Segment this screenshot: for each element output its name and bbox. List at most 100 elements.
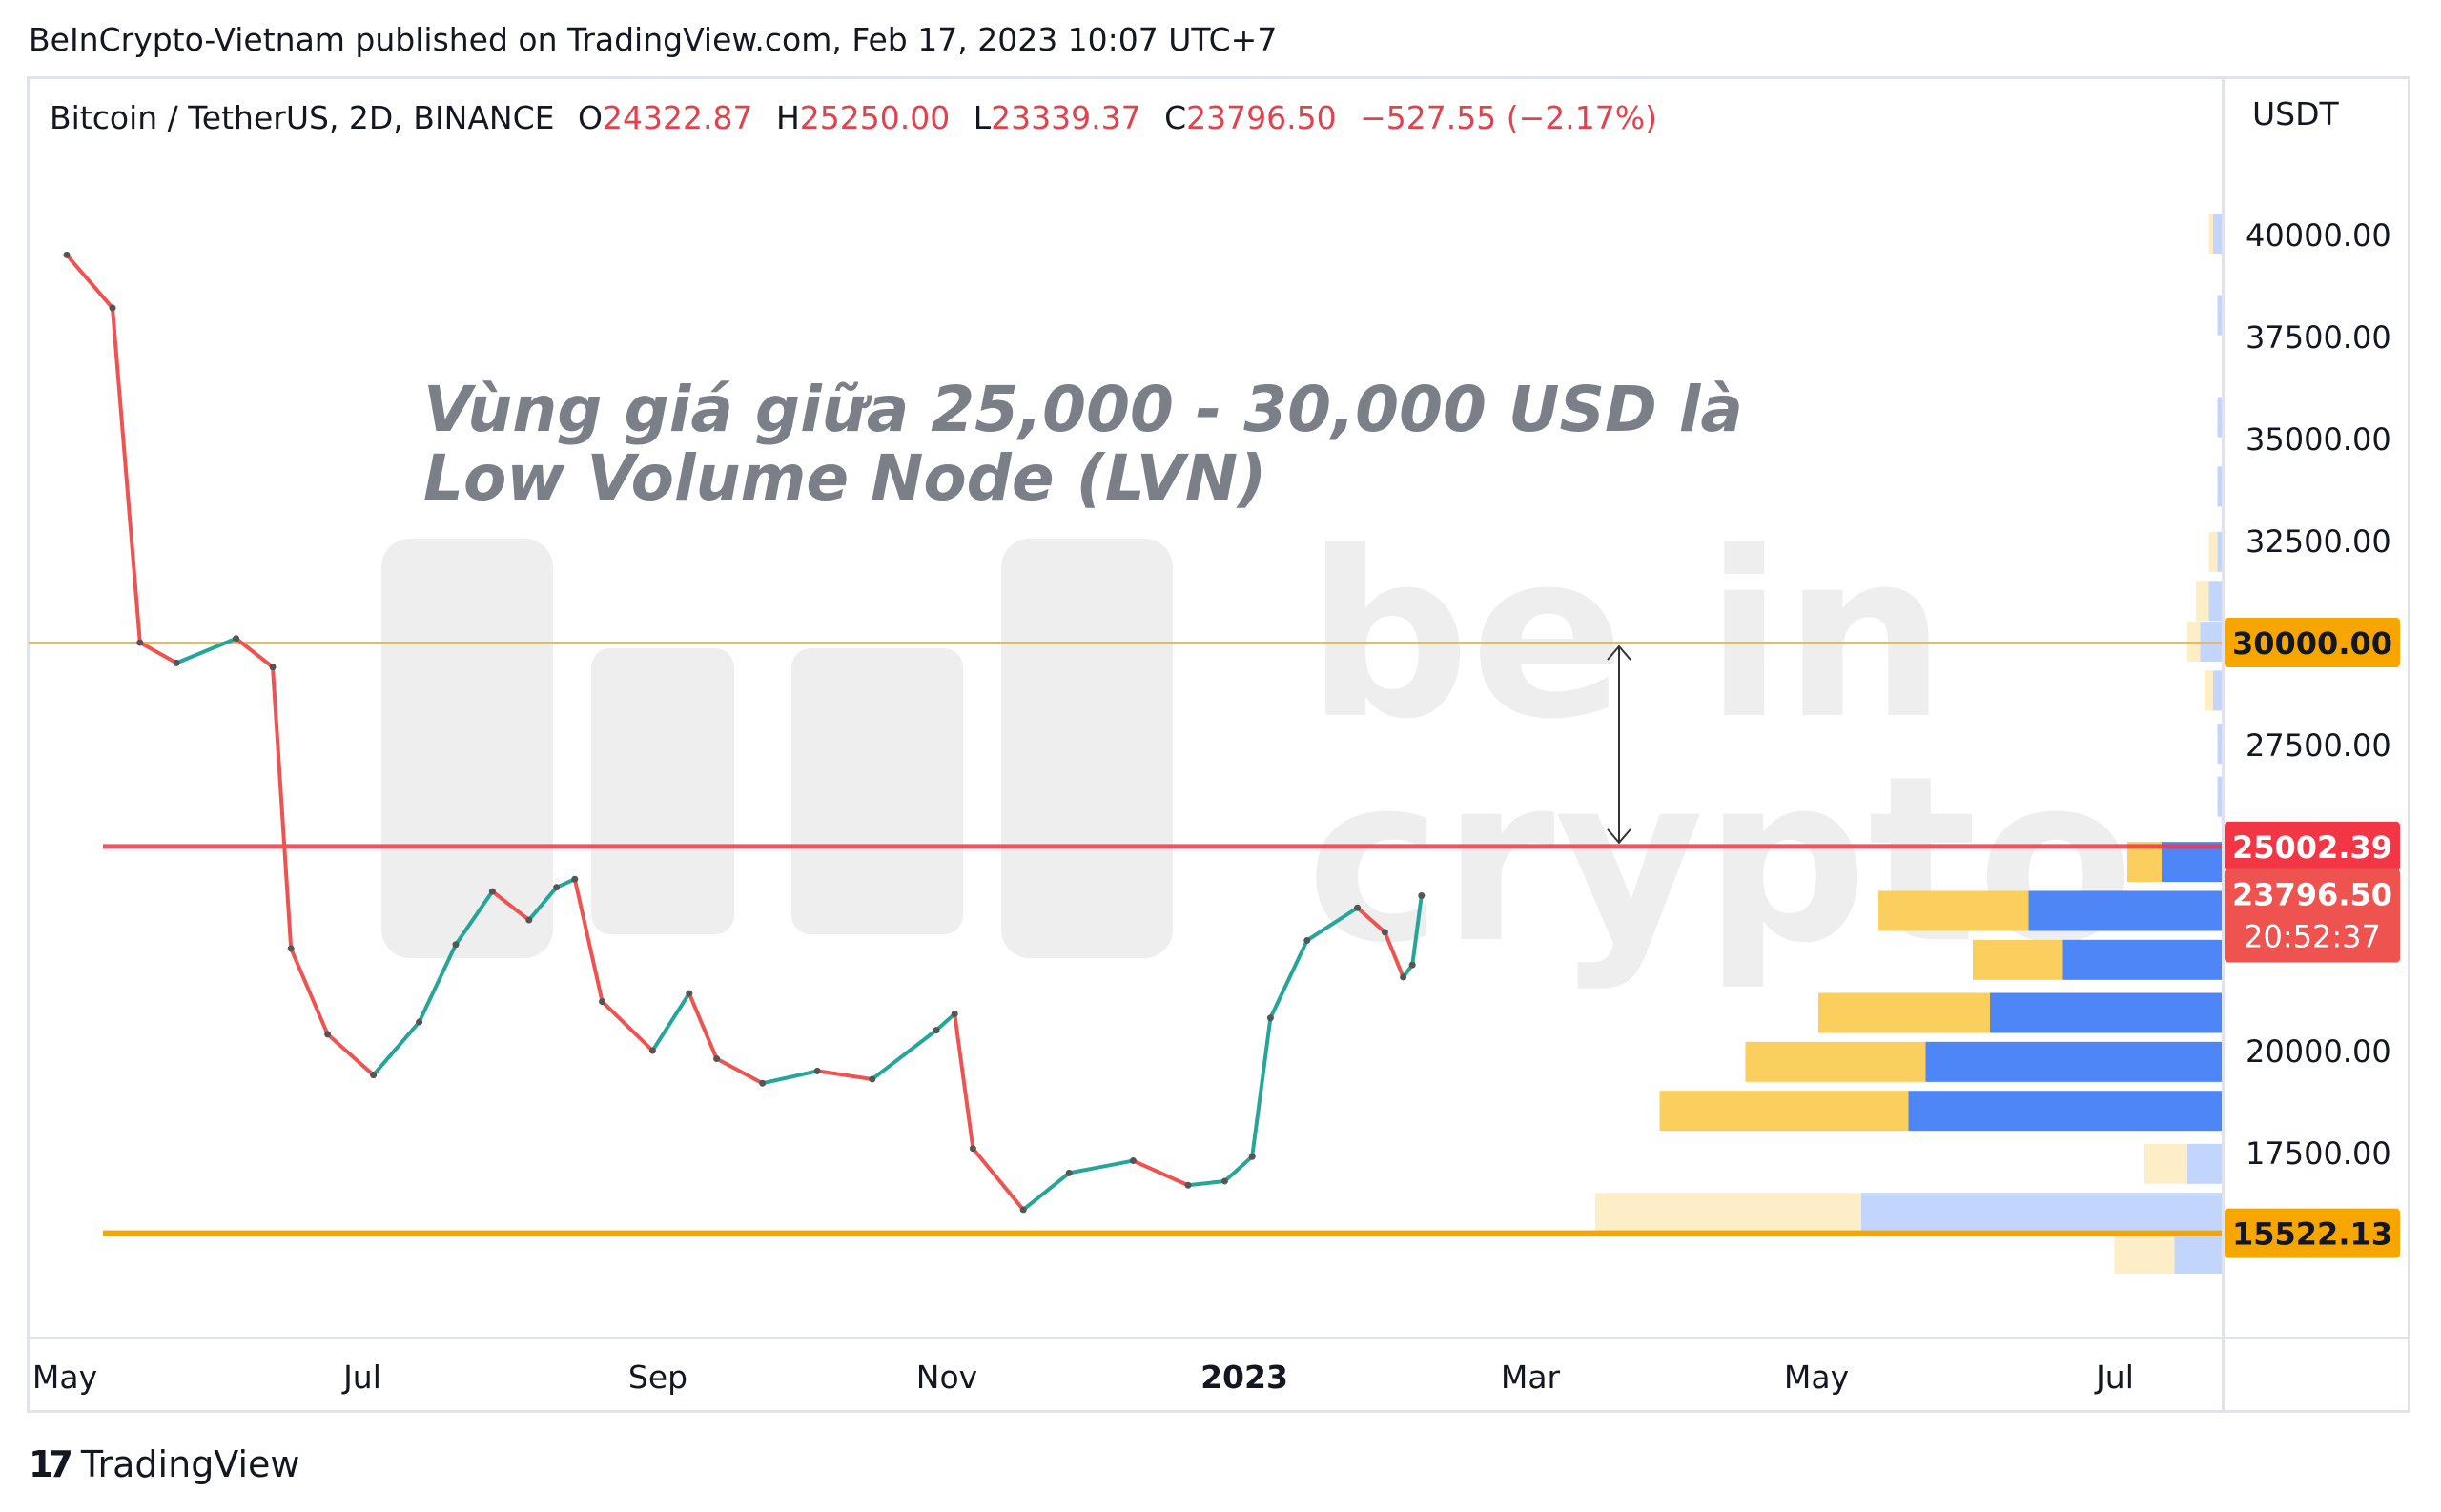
vp-bar-up — [2217, 295, 2222, 336]
series-segment — [325, 1032, 376, 1077]
series-segment — [271, 664, 294, 950]
series-segment — [1355, 906, 1387, 934]
series-point — [63, 251, 71, 258]
high-value: 25250.00 — [799, 99, 951, 136]
y-tick-label: 17500.00 — [2246, 1135, 2391, 1172]
vp-bar-up — [2213, 214, 2222, 254]
watermark-bracket-left — [381, 539, 553, 958]
vp-bar-up — [2217, 466, 2222, 507]
vp-bar-down — [2205, 670, 2213, 711]
series-point — [416, 1018, 423, 1026]
series-segment — [174, 636, 238, 665]
series-point — [969, 1145, 976, 1153]
series-point — [269, 664, 277, 671]
level-tag-label: 15522.13 — [2232, 1216, 2392, 1253]
vp-bar-up — [1861, 1193, 2222, 1234]
x-tick-label: May — [32, 1359, 97, 1396]
series-segment — [1268, 938, 1309, 1020]
symbol-header: Bitcoin / TetherUS, 2D, BINANCE O24322.8… — [50, 99, 1657, 136]
open-value: 24322.87 — [603, 99, 753, 136]
arrow-head-bottom — [1607, 828, 1631, 845]
last-price-label: 23796.50 — [2232, 877, 2392, 913]
series-segment — [417, 942, 458, 1025]
series-segment — [454, 889, 495, 947]
vp-bar-up — [2174, 1234, 2222, 1274]
volume-profile — [1595, 214, 2222, 1274]
x-tick-label: Jul — [341, 1359, 381, 1396]
vp-bar-down — [2208, 531, 2218, 572]
series-point — [1354, 904, 1362, 911]
symbol-name[interactable]: Bitcoin / TetherUS, 2D, BINANCE — [50, 99, 555, 136]
x-tick-label: Mar — [1501, 1359, 1561, 1396]
series-point — [1303, 936, 1311, 944]
watermark-bracket-right — [1001, 539, 1173, 958]
y-tick-label: 37500.00 — [2246, 319, 2391, 356]
series-point — [370, 1072, 378, 1079]
currency-label: USDT — [2252, 95, 2339, 133]
annotation-line: Low Volume Node (LVN) — [423, 441, 1266, 515]
vp-bar-up — [2217, 776, 2222, 817]
series-segment — [111, 306, 142, 644]
series-segment — [289, 947, 330, 1036]
series-segment — [554, 877, 577, 889]
vp-bar-up — [2217, 397, 2222, 438]
series-segment — [1383, 930, 1405, 979]
vp-bar-down — [1595, 1193, 1861, 1234]
annotation: Vùng giá giữa 25,000 - 30,000 USD làLow … — [423, 373, 1743, 515]
vp-bar-up — [1908, 1091, 2222, 1132]
level-tag — [2225, 821, 2400, 871]
vp-bar-up — [1925, 1041, 2222, 1082]
series-segment — [870, 1028, 938, 1081]
series-segment — [1021, 1171, 1072, 1212]
series-point — [109, 304, 116, 312]
series-segment — [1067, 1158, 1136, 1175]
annotation-line: Vùng giá giữa 25,000 - 30,000 USD là — [423, 373, 1743, 446]
series-point — [813, 1067, 821, 1074]
series-point — [488, 888, 496, 895]
x-tick-label: 2023 — [1200, 1359, 1288, 1396]
series-point — [713, 1055, 721, 1063]
watermark-text-top: be in — [1306, 502, 1946, 769]
y-tick-label: 32500.00 — [2246, 523, 2391, 560]
change-value: −527.55 (−2.17%) — [1360, 99, 1657, 136]
series-segment — [1222, 1154, 1255, 1183]
series-point — [933, 1027, 940, 1034]
series-point — [1065, 1169, 1073, 1176]
series-point — [287, 945, 295, 952]
series-point — [1400, 973, 1407, 981]
series-segment — [934, 1011, 957, 1032]
series-segment — [1304, 906, 1360, 943]
watermark-n — [791, 648, 963, 934]
vp-bar-down — [1878, 890, 2029, 931]
series-point — [648, 1047, 656, 1054]
series-segment — [65, 253, 114, 311]
series-point — [1220, 1177, 1228, 1185]
series-point — [1266, 1014, 1274, 1022]
close-value: 23796.50 — [1186, 99, 1337, 136]
vp-bar-up — [2217, 724, 2222, 764]
x-tick-label: Jul — [2094, 1359, 2134, 1396]
series-segment — [650, 991, 691, 1052]
series-point — [1129, 1157, 1137, 1165]
series-point — [686, 990, 693, 997]
series-point — [1019, 1206, 1027, 1214]
series-point — [1408, 961, 1416, 969]
series-segment — [137, 641, 179, 665]
tradingview-brand: TradingView — [80, 1443, 300, 1485]
vp-bar-up — [2208, 581, 2222, 622]
y-tick-label: 35000.00 — [2246, 421, 2391, 458]
series-point — [599, 998, 606, 1006]
arrow-head-top — [1607, 644, 1631, 661]
series-point — [452, 941, 460, 949]
tradingview-logo[interactable]: 17 TradingView — [29, 1443, 300, 1485]
price-axis: 40000.00 37500.00 35000.00 32500.00 27500.00… — [2246, 217, 2391, 1172]
vp-bar-up — [2028, 890, 2222, 931]
publisher-line: BeInCrypto-Vietnam published on TradingV… — [29, 21, 1278, 58]
vp-bar-up — [1990, 992, 2222, 1033]
close-label: C — [1164, 99, 1187, 136]
vp-bar-up — [2213, 670, 2222, 711]
horizontal-levels — [29, 642, 2222, 1236]
series-point — [1381, 929, 1388, 936]
x-tick-label: Sep — [628, 1359, 687, 1396]
